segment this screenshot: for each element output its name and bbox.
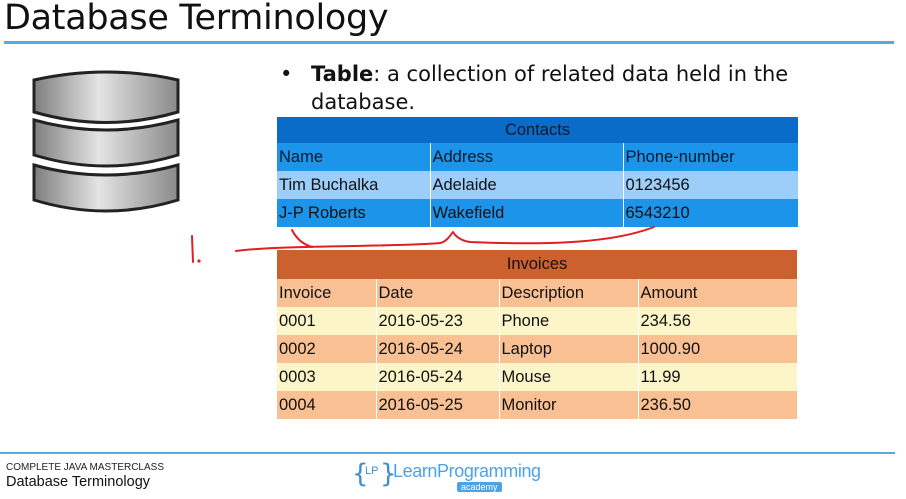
logo-wordmark: LearnProgramming — [393, 461, 541, 481]
bullet-definition: : a collection of related data held in t… — [311, 62, 789, 114]
table-cell: 6543210 — [623, 199, 799, 227]
table-cell: 2016-05-23 — [376, 307, 500, 335]
table-cell: Mouse — [499, 363, 639, 391]
logo-tagline: academy — [457, 482, 502, 492]
invoices-caption: Invoices — [277, 250, 798, 279]
table-cell: 11.99 — [638, 363, 798, 391]
table-cell: 2016-05-25 — [376, 391, 500, 419]
column-header: Date — [376, 279, 500, 307]
table-cell: 234.56 — [638, 307, 798, 335]
table-row: 0002 2016-05-24 Laptop 1000.90 — [277, 335, 798, 363]
table-cell: 0001 — [277, 307, 377, 335]
footer-subtitle: Database Terminology — [6, 474, 151, 490]
table-cell: 2016-05-24 — [376, 335, 500, 363]
course-name: COMPLETE JAVA MASTERCLASS — [6, 462, 165, 473]
column-header: Description — [499, 279, 639, 307]
column-header: Invoice — [277, 279, 377, 307]
logo-initials: LP — [365, 465, 379, 477]
bullet-term: Table — [311, 62, 374, 86]
footer-divider — [0, 452, 895, 454]
table-cell: 0003 — [277, 363, 377, 391]
column-header: Amount — [638, 279, 798, 307]
column-header: Address — [430, 143, 624, 171]
table-cell: Laptop — [499, 335, 639, 363]
table-cell: J-P Roberts — [277, 199, 431, 227]
table-cell: Wakefield — [430, 199, 624, 227]
table-cell: 236.50 — [638, 391, 798, 419]
table-row: J-P Roberts Wakefield 6543210 — [277, 199, 799, 227]
column-header: Phone-number — [623, 143, 799, 171]
table-cell: 0004 — [277, 391, 377, 419]
table-cell: Tim Buchalka — [277, 171, 431, 199]
bullet-text: Table: a collection of related data held… — [311, 60, 831, 116]
table-row: 0001 2016-05-23 Phone 234.56 — [277, 307, 798, 335]
database-icon — [32, 70, 180, 213]
column-header: Name — [277, 143, 431, 171]
contacts-header-row: Name Address Phone-number — [277, 143, 799, 171]
table-cell: 0002 — [277, 335, 377, 363]
learnprogramming-logo: { LP } LearnProgramming academy — [352, 457, 541, 495]
table-cell: 1000.90 — [638, 335, 798, 363]
table-cell: Monitor — [499, 391, 639, 419]
logo-brace-open: { — [352, 459, 369, 489]
annotation-number-dot — [197, 259, 201, 263]
table-row: 0003 2016-05-24 Mouse 11.99 — [277, 363, 798, 391]
invoices-header-row: Invoice Date Description Amount — [277, 279, 798, 307]
title-underline — [4, 41, 894, 44]
logo-brace-close: } — [380, 459, 397, 489]
table-row: Tim Buchalka Adelaide 0123456 — [277, 171, 799, 199]
bullet-marker: • — [280, 62, 293, 86]
table-row: 0004 2016-05-25 Monitor 236.50 — [277, 391, 798, 419]
annotation-brace-tail — [291, 229, 313, 248]
table-cell: 0123456 — [623, 171, 799, 199]
contacts-table: Contacts Name Address Phone-number Tim B… — [277, 117, 799, 227]
table-cell: 2016-05-24 — [376, 363, 500, 391]
table-cell: Phone — [499, 307, 639, 335]
annotation-brace — [235, 226, 655, 252]
slide-title: Database Terminology — [4, 0, 389, 38]
annotation-number-stroke — [191, 235, 194, 263]
invoices-table: Invoices Invoice Date Description Amount… — [277, 250, 798, 419]
contacts-caption: Contacts — [277, 117, 799, 143]
table-cell: Adelaide — [430, 171, 624, 199]
